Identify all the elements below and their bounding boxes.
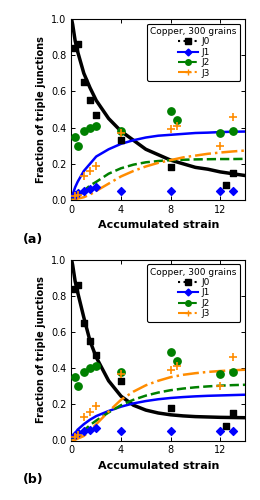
Point	[76, 281, 80, 289]
Point	[82, 78, 86, 86]
Point	[76, 431, 80, 439]
Point	[88, 185, 92, 193]
Point	[88, 167, 92, 175]
Point	[88, 96, 92, 104]
Point	[88, 337, 92, 345]
Point	[218, 382, 222, 390]
Point	[168, 108, 173, 116]
Legend: J0, J1, J2, J3: J0, J1, J2, J3	[147, 24, 240, 81]
Y-axis label: Fraction of triple junctions: Fraction of triple junctions	[36, 276, 46, 424]
Point	[231, 187, 235, 195]
Point	[73, 373, 77, 381]
Point	[82, 172, 86, 180]
Point	[82, 368, 86, 376]
Point	[231, 410, 235, 418]
Point	[94, 122, 98, 130]
Point	[94, 162, 98, 170]
Point	[119, 377, 123, 385]
Point	[73, 192, 77, 200]
Point	[218, 187, 222, 195]
Point	[76, 188, 80, 196]
Point	[73, 431, 77, 439]
Point	[76, 142, 80, 150]
Point	[94, 352, 98, 360]
Point	[73, 132, 77, 140]
Point	[94, 402, 98, 410]
Point	[231, 169, 235, 177]
Point	[73, 190, 77, 198]
Point	[119, 428, 123, 436]
Point	[168, 187, 173, 195]
Point	[231, 127, 235, 135]
Point	[231, 112, 235, 120]
Point	[119, 127, 123, 135]
Point	[119, 136, 123, 144]
Point	[73, 44, 77, 52]
Point	[168, 348, 173, 356]
Point	[168, 404, 173, 412]
Point	[168, 366, 173, 374]
Point	[175, 362, 179, 370]
Point	[73, 433, 77, 441]
Point	[168, 164, 173, 172]
Point	[119, 368, 123, 376]
Point	[218, 370, 222, 378]
Text: (b): (b)	[23, 473, 43, 486]
Point	[82, 187, 86, 195]
Point	[119, 370, 123, 378]
Point	[119, 187, 123, 195]
Point	[82, 127, 86, 135]
Point	[231, 354, 235, 362]
Point	[224, 182, 229, 190]
Point	[73, 284, 77, 292]
Point	[175, 122, 179, 130]
Point	[175, 357, 179, 365]
Point	[218, 428, 222, 436]
Y-axis label: Fraction of triple junctions: Fraction of triple junctions	[36, 36, 46, 183]
X-axis label: Accumulated strain: Accumulated strain	[98, 220, 219, 230]
Point	[88, 364, 92, 372]
X-axis label: Accumulated strain: Accumulated strain	[98, 461, 219, 471]
Point	[119, 129, 123, 137]
Point	[88, 408, 92, 416]
Point	[168, 428, 173, 436]
Point	[231, 428, 235, 436]
Point	[76, 430, 80, 438]
Point	[218, 129, 222, 137]
Point	[76, 190, 80, 198]
Point	[218, 142, 222, 150]
Point	[168, 126, 173, 134]
Point	[175, 116, 179, 124]
Point	[82, 428, 86, 436]
Point	[94, 184, 98, 192]
Point	[82, 413, 86, 421]
Point	[82, 319, 86, 327]
Text: (a): (a)	[23, 232, 43, 245]
Point	[76, 382, 80, 390]
Legend: J0, J1, J2, J3: J0, J1, J2, J3	[147, 264, 240, 322]
Point	[88, 124, 92, 132]
Point	[231, 368, 235, 376]
Point	[94, 424, 98, 432]
Point	[76, 40, 80, 48]
Point	[94, 362, 98, 370]
Point	[224, 422, 229, 430]
Point	[94, 111, 98, 119]
Point	[88, 426, 92, 434]
